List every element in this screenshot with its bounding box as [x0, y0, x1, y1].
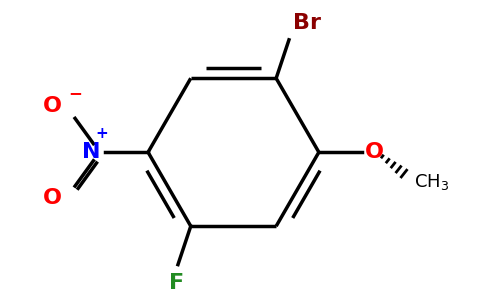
Text: CH$_3$: CH$_3$ — [414, 172, 449, 192]
Text: Br: Br — [293, 13, 321, 33]
Text: N: N — [82, 142, 100, 162]
Text: O: O — [43, 188, 61, 208]
Text: −: − — [68, 84, 82, 102]
Text: O: O — [365, 142, 384, 162]
Text: F: F — [169, 273, 184, 293]
Text: +: + — [95, 126, 108, 141]
Text: O: O — [43, 96, 61, 116]
